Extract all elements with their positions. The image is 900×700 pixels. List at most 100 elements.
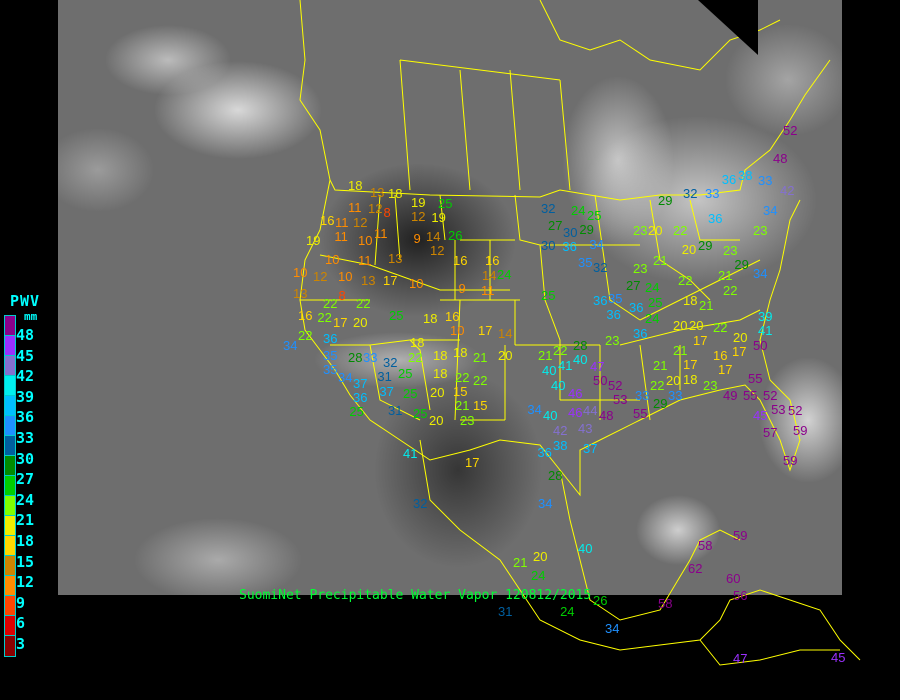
station-pwv-label: 28	[348, 349, 363, 365]
station-pwv-label: 17	[732, 344, 747, 360]
border-line	[689, 199, 740, 241]
station-pwv-label: 33	[758, 172, 773, 188]
station-pwv-label: 24	[645, 310, 660, 326]
station-pwv-label: 30	[541, 237, 556, 253]
station-pwv-label: 48	[599, 407, 614, 423]
station-pwv-label: 29	[653, 395, 668, 411]
station-pwv-label: 19	[411, 194, 426, 210]
station-pwv-label: 22	[678, 272, 693, 288]
border-line	[594, 194, 641, 321]
station-pwv-label: 40	[543, 407, 558, 423]
color-bar-segment	[5, 636, 15, 656]
station-pwv-label: 32	[593, 259, 608, 275]
station-pwv-label: 10	[293, 264, 308, 280]
station-pwv-label: 26	[448, 227, 463, 243]
station-pwv-label: 18	[423, 310, 438, 326]
station-pwv-label: 18	[453, 344, 468, 360]
station-pwv-label: 11	[348, 199, 362, 215]
station-pwv-label: 22	[455, 369, 470, 385]
station-pwv-label: 45	[831, 649, 846, 665]
station-pwv-label: 23	[460, 412, 475, 428]
station-pwv-label: 9	[413, 230, 421, 246]
no-data-region	[698, 0, 758, 55]
station-pwv-label: 20	[353, 314, 368, 330]
color-bar-segment	[5, 436, 15, 456]
station-pwv-label: 29	[698, 237, 713, 253]
border-line	[459, 69, 471, 191]
station-pwv-label: 12	[368, 200, 383, 216]
station-pwv-label: 27	[626, 277, 641, 293]
station-pwv-label: 17	[333, 314, 348, 330]
station-pwv-label: 20	[648, 222, 663, 238]
color-bar-segment	[5, 336, 15, 356]
border-line	[649, 199, 711, 301]
station-pwv-label: 40	[542, 362, 557, 378]
border-line	[509, 69, 521, 191]
legend-label: 6	[16, 614, 26, 633]
color-bar	[4, 315, 16, 657]
station-pwv-label: 32	[683, 185, 698, 201]
border-line	[399, 59, 561, 81]
station-pwv-label: 22	[673, 222, 688, 238]
station-pwv-label: 20	[666, 372, 681, 388]
station-pwv-label: 21	[653, 357, 668, 373]
station-pwv-label: 22	[408, 349, 423, 365]
station-pwv-label: 41	[758, 322, 773, 338]
station-pwv-label: 22	[356, 295, 371, 311]
station-pwv-label: 60	[726, 570, 741, 586]
station-pwv-label: 33	[363, 349, 378, 365]
station-pwv-label: 8	[383, 204, 391, 220]
station-pwv-label: 18	[683, 292, 698, 308]
station-pwv-label: 35	[608, 290, 623, 306]
color-bar-segment	[5, 496, 15, 516]
station-pwv-label: 22	[473, 372, 488, 388]
station-pwv-label: 41	[403, 445, 418, 461]
station-pwv-label: 20	[733, 329, 748, 345]
color-bar-segment	[5, 536, 15, 556]
station-pwv-label: 11	[334, 228, 348, 244]
station-pwv-label: 18	[348, 177, 363, 193]
station-pwv-label: 31	[388, 402, 403, 418]
station-pwv-label: 22	[323, 295, 338, 311]
station-pwv-label: 27	[548, 217, 563, 233]
station-pwv-label: 20	[689, 317, 704, 333]
station-pwv-label: 48	[773, 150, 788, 166]
border-line	[319, 254, 510, 291]
legend-label: 15	[16, 552, 35, 571]
satellite-map	[58, 0, 842, 595]
station-pwv-label: 34	[338, 369, 353, 385]
station-pwv-label: 59	[733, 527, 748, 543]
station-pwv-label: 17	[693, 332, 708, 348]
station-pwv-label: 21	[699, 297, 714, 313]
station-pwv-label: 50	[593, 372, 608, 388]
station-pwv-label: 14	[426, 228, 441, 244]
station-pwv-label: 36	[323, 330, 338, 346]
station-pwv-label: 21	[455, 397, 470, 413]
border-line	[514, 194, 561, 400]
station-pwv-label: 12	[353, 214, 368, 230]
station-pwv-label: 36	[606, 306, 621, 322]
station-pwv-label: 31	[377, 368, 392, 384]
station-pwv-label: 16	[713, 347, 728, 363]
border-line	[374, 194, 381, 266]
station-pwv-label: 13	[388, 250, 403, 266]
color-bar-segment	[5, 476, 15, 496]
station-pwv-label: 25	[398, 365, 413, 381]
station-pwv-label: 37	[379, 383, 394, 399]
station-pwv-label: 28	[573, 337, 588, 353]
border-line	[299, 0, 831, 201]
station-pwv-label: 20	[533, 548, 548, 564]
station-pwv-label: 62	[688, 560, 703, 576]
station-pwv-label: 18	[410, 335, 425, 351]
border-line	[330, 339, 460, 346]
station-pwv-label: 33	[668, 387, 683, 403]
station-pwv-label: 41	[558, 357, 573, 373]
station-pwv-label: 25	[541, 287, 556, 303]
station-pwv-label: 44	[583, 402, 598, 418]
station-pwv-label: 23	[633, 222, 648, 238]
legend-label: 36	[16, 408, 35, 427]
legend-label: 21	[16, 511, 35, 530]
station-pwv-label: 34	[527, 401, 542, 417]
station-pwv-label: 25	[438, 195, 453, 211]
station-pwv-label: 29	[579, 221, 594, 237]
